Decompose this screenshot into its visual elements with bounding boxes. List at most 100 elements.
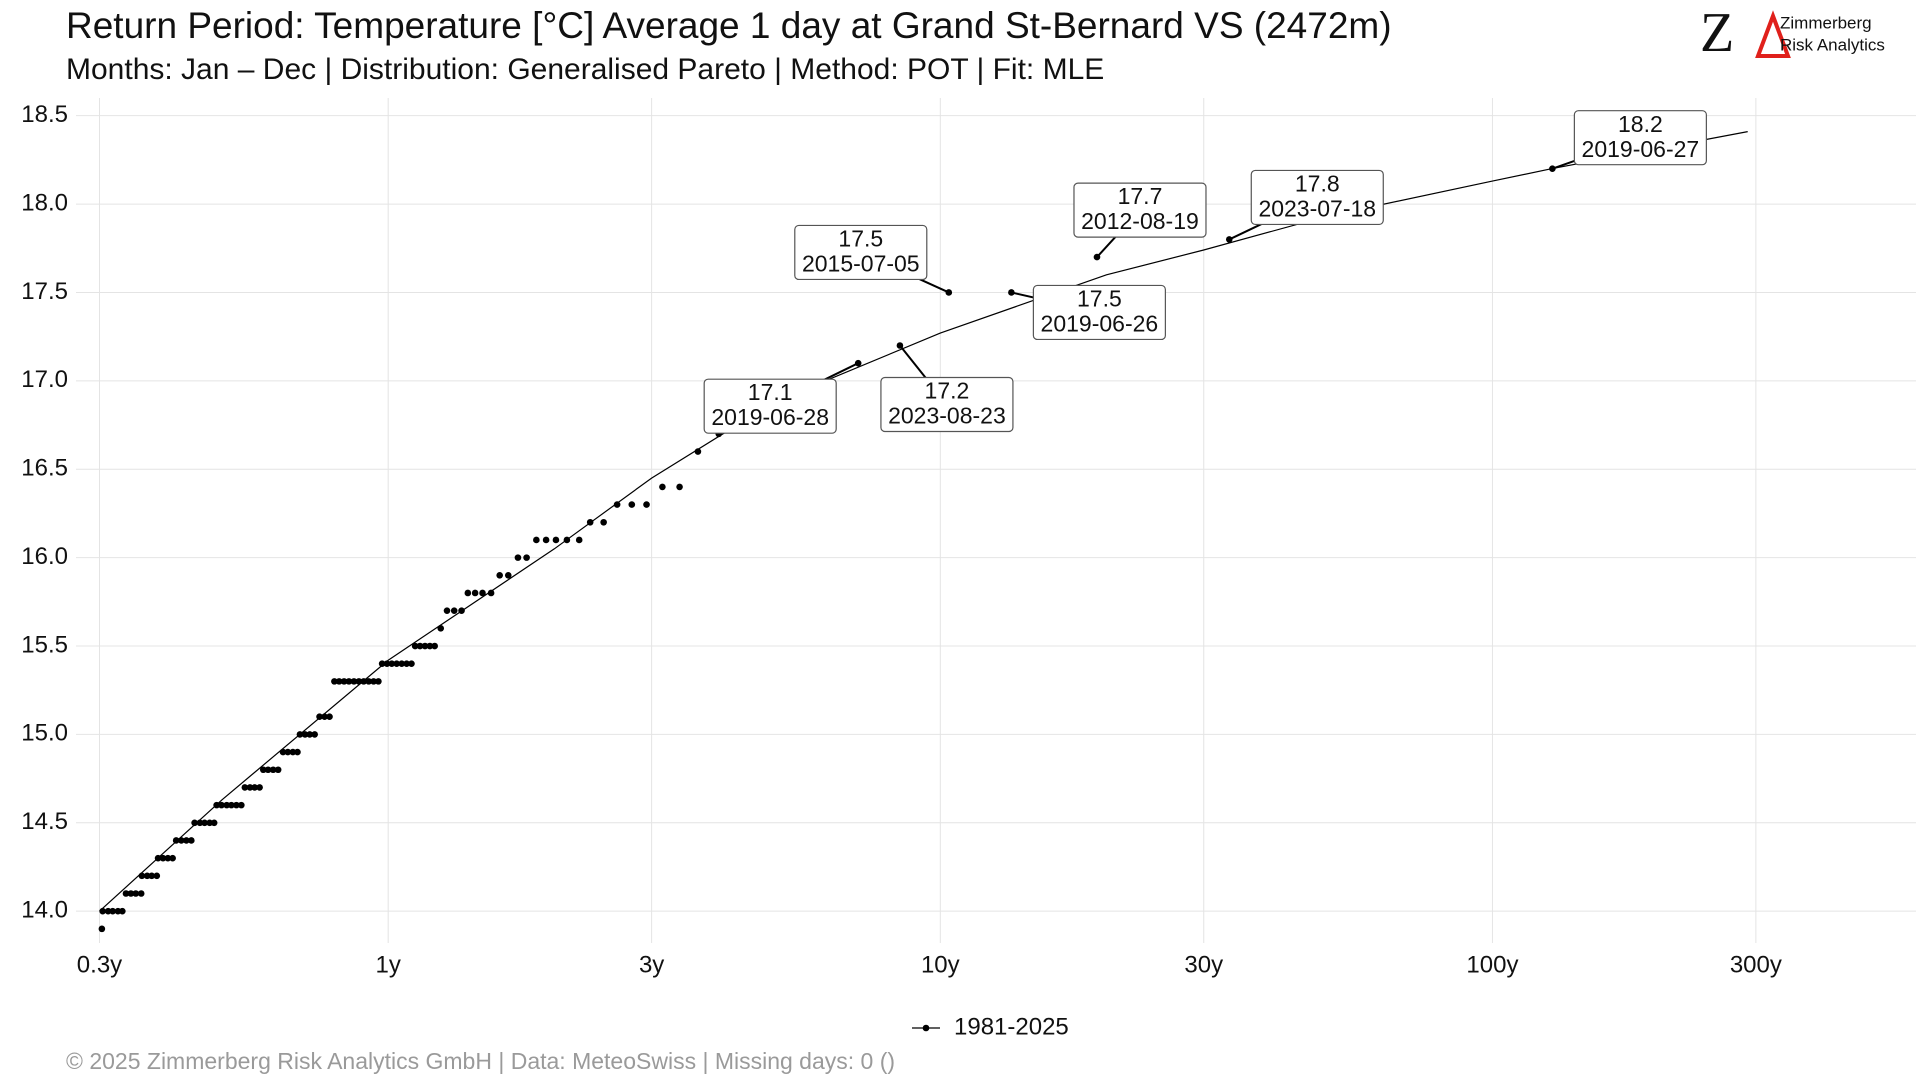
y-tick-label: 16.0: [21, 543, 68, 570]
data-point: [600, 518, 607, 526]
legend-marker: [922, 1024, 930, 1032]
data-point: [408, 660, 415, 667]
data-point: [172, 837, 180, 844]
caption: © 2025 Zimmerberg Risk Analytics GmbH | …: [66, 1048, 895, 1074]
data-point: [127, 890, 135, 897]
data-point: [228, 801, 235, 809]
data-point: [294, 748, 301, 756]
data-point: [301, 731, 309, 738]
data-point: [350, 678, 358, 685]
y-tick-label: 18.0: [21, 189, 68, 216]
annotation-value: 17.2: [925, 378, 970, 404]
data-point: [274, 766, 282, 774]
data-point: [284, 748, 292, 756]
data-point: [335, 678, 343, 685]
y-tick-label: 18.5: [21, 101, 68, 128]
annotation-box: [1573, 110, 1707, 166]
data-point: [311, 731, 318, 738]
data-point: [331, 678, 338, 685]
annotation-date: 2015-07-05: [802, 251, 920, 277]
annotation-box: [880, 376, 1014, 433]
data-point: [676, 483, 683, 491]
data-point: [104, 907, 112, 915]
annotation-value: 17.8: [1295, 171, 1340, 197]
logo: Z Zimmerberg Risk Analytics: [1700, 2, 1885, 64]
data-point: [694, 448, 702, 455]
annotation-date: 2019-06-28: [711, 404, 829, 430]
annotation-date: 2019-06-26: [1041, 311, 1159, 337]
data-point: [119, 907, 126, 915]
y-tick-label: 16.5: [21, 455, 68, 482]
annotation-value: 17.5: [1077, 286, 1122, 312]
data-point: [148, 872, 156, 880]
y-tick-label: 15.0: [21, 720, 68, 747]
data-point: [218, 801, 225, 809]
data-point: [269, 766, 277, 774]
annotation-box: [794, 224, 928, 281]
annotation-box: [1073, 182, 1207, 238]
annotation-box: [703, 378, 837, 434]
data-point: [426, 642, 434, 650]
data-point: [398, 660, 406, 667]
data-point: [586, 518, 594, 526]
data-point: [138, 872, 146, 880]
data-point: [191, 819, 198, 827]
data-point: [122, 890, 130, 897]
data-point: [416, 642, 424, 650]
data-point: [154, 854, 162, 862]
fit-line: [99, 131, 1748, 912]
data-point: [279, 748, 287, 756]
data-point: [109, 907, 117, 915]
data-point: [233, 801, 240, 809]
data-point: [542, 536, 550, 544]
data-point: [188, 837, 195, 844]
data-point: [326, 713, 333, 721]
data-point: [223, 801, 231, 809]
y-tick-label: 14.5: [21, 808, 68, 835]
data-point: [251, 784, 258, 791]
data-point: [479, 589, 486, 597]
y-tick-label: 17.0: [21, 366, 68, 393]
data-point: [321, 713, 328, 721]
annotation-value: 17.5: [838, 226, 883, 252]
chart-title: Return Period: Temperature [°C] Average …: [66, 5, 1392, 46]
data-point: [132, 890, 140, 897]
y-tick-label: 15.5: [21, 631, 68, 658]
data-point: [213, 801, 220, 809]
data-point: [355, 678, 363, 685]
x-tick-label: 100y: [1466, 951, 1518, 978]
data-point: [523, 554, 530, 561]
data-point: [450, 607, 458, 614]
data-point: [403, 660, 410, 667]
data-point: [464, 589, 472, 597]
data-point: [296, 731, 304, 738]
data-point: [196, 819, 204, 827]
annotation-value: 18.2: [1618, 111, 1663, 137]
data-point: [137, 890, 145, 897]
x-tick-label: 0.3y: [77, 951, 122, 978]
logo-name: Zimmerberg: [1780, 13, 1872, 32]
data-point: [183, 837, 190, 844]
data-point: [375, 678, 382, 685]
data-point: [471, 589, 479, 597]
x-tick-label: 3y: [639, 951, 664, 978]
data-point: [563, 536, 571, 544]
data-point: [178, 837, 185, 844]
annotation-date: 2023-07-18: [1258, 196, 1376, 222]
data-point: [159, 854, 167, 862]
data-point: [264, 766, 272, 774]
data-point: [383, 660, 391, 667]
data-point: [99, 907, 106, 915]
annotation-box: [1250, 169, 1384, 226]
data-point: [533, 536, 540, 544]
data-point: [443, 607, 451, 614]
data-point: [256, 784, 263, 791]
x-tick-label: 300y: [1730, 951, 1782, 978]
data-point: [613, 501, 621, 508]
